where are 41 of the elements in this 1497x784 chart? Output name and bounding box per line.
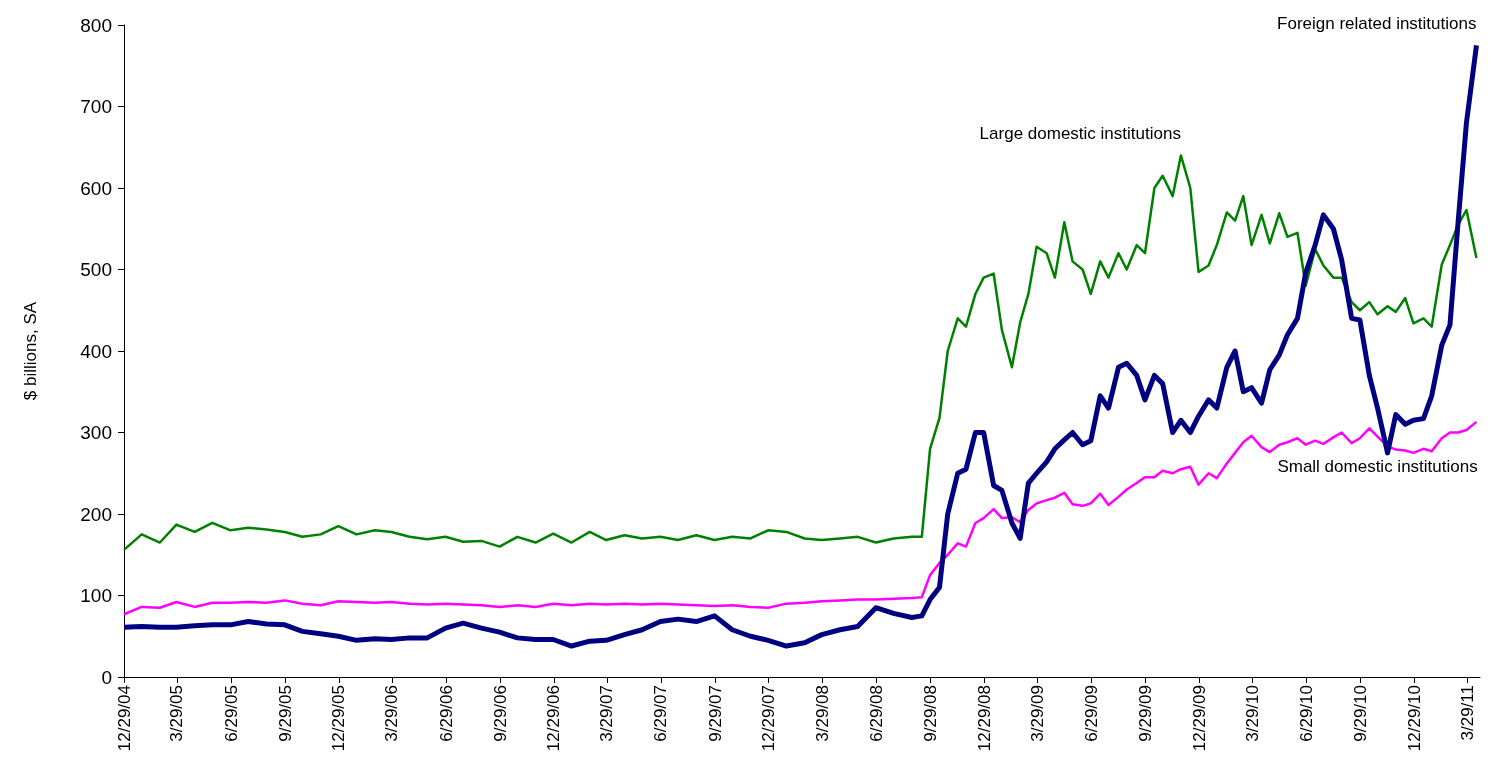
series-label: Large domestic institutions: [979, 124, 1181, 144]
y-tick-label: 800: [80, 14, 112, 36]
x-tick-label: 6/29/09: [1081, 685, 1101, 742]
x-tick-label: 3/29/09: [1027, 685, 1047, 742]
line-series: [122, 154, 1478, 552]
series-label: Small domestic institutions: [1277, 456, 1478, 476]
y-tick-label: 100: [80, 585, 112, 606]
x-tick-label: 6/29/07: [651, 685, 671, 742]
x-tick-label: 6/29/06: [436, 685, 456, 742]
x-tick-label: 6/29/10: [1296, 685, 1316, 742]
x-tick-label: 12/29/07: [759, 685, 779, 752]
x-tick-label: 12/29/10: [1404, 685, 1424, 752]
x-tick-label: 9/29/05: [275, 685, 295, 742]
x-tick-label: 3/29/10: [1242, 685, 1262, 742]
x-tick-label: 6/29/08: [866, 685, 886, 742]
x-tick-label: 6/29/05: [221, 685, 241, 742]
y-tick-label: 700: [80, 96, 112, 117]
x-tick-label: 3/29/08: [812, 685, 832, 742]
x-tick-label: 3/29/05: [167, 685, 187, 742]
x-tick-label: 12/29/09: [1189, 685, 1209, 752]
x-tick-label: 9/29/06: [490, 685, 510, 742]
x-tick-label: 3/29/07: [597, 685, 617, 742]
y-tick-label: 500: [80, 259, 112, 280]
x-tick-label: 3/29/06: [382, 685, 402, 742]
x-tick-label: 12/29/04: [114, 685, 134, 752]
x-tick-label: 12/29/06: [544, 685, 564, 752]
y-axis-title: $ billions, SA: [21, 301, 40, 401]
x-tick-label: 9/29/07: [705, 685, 725, 742]
x-tick-label: 9/29/08: [921, 685, 941, 742]
series-label: Foreign related institutions: [1277, 14, 1477, 34]
y-tick-label: 600: [80, 177, 112, 199]
x-tick-label: 3/29/11: [1457, 685, 1477, 741]
x-tick-label: 12/29/05: [329, 685, 349, 752]
y-tick-label: 0: [101, 666, 112, 688]
y-tick-label: 400: [80, 340, 112, 362]
y-tick-label: 200: [80, 503, 112, 525]
x-tick-label: 9/29/09: [1136, 685, 1156, 742]
y-tick-label: 300: [80, 422, 112, 443]
x-tick-label: 9/29/10: [1350, 685, 1370, 742]
x-tick-label: 12/29/08: [974, 685, 994, 752]
line-series: [122, 420, 1478, 616]
